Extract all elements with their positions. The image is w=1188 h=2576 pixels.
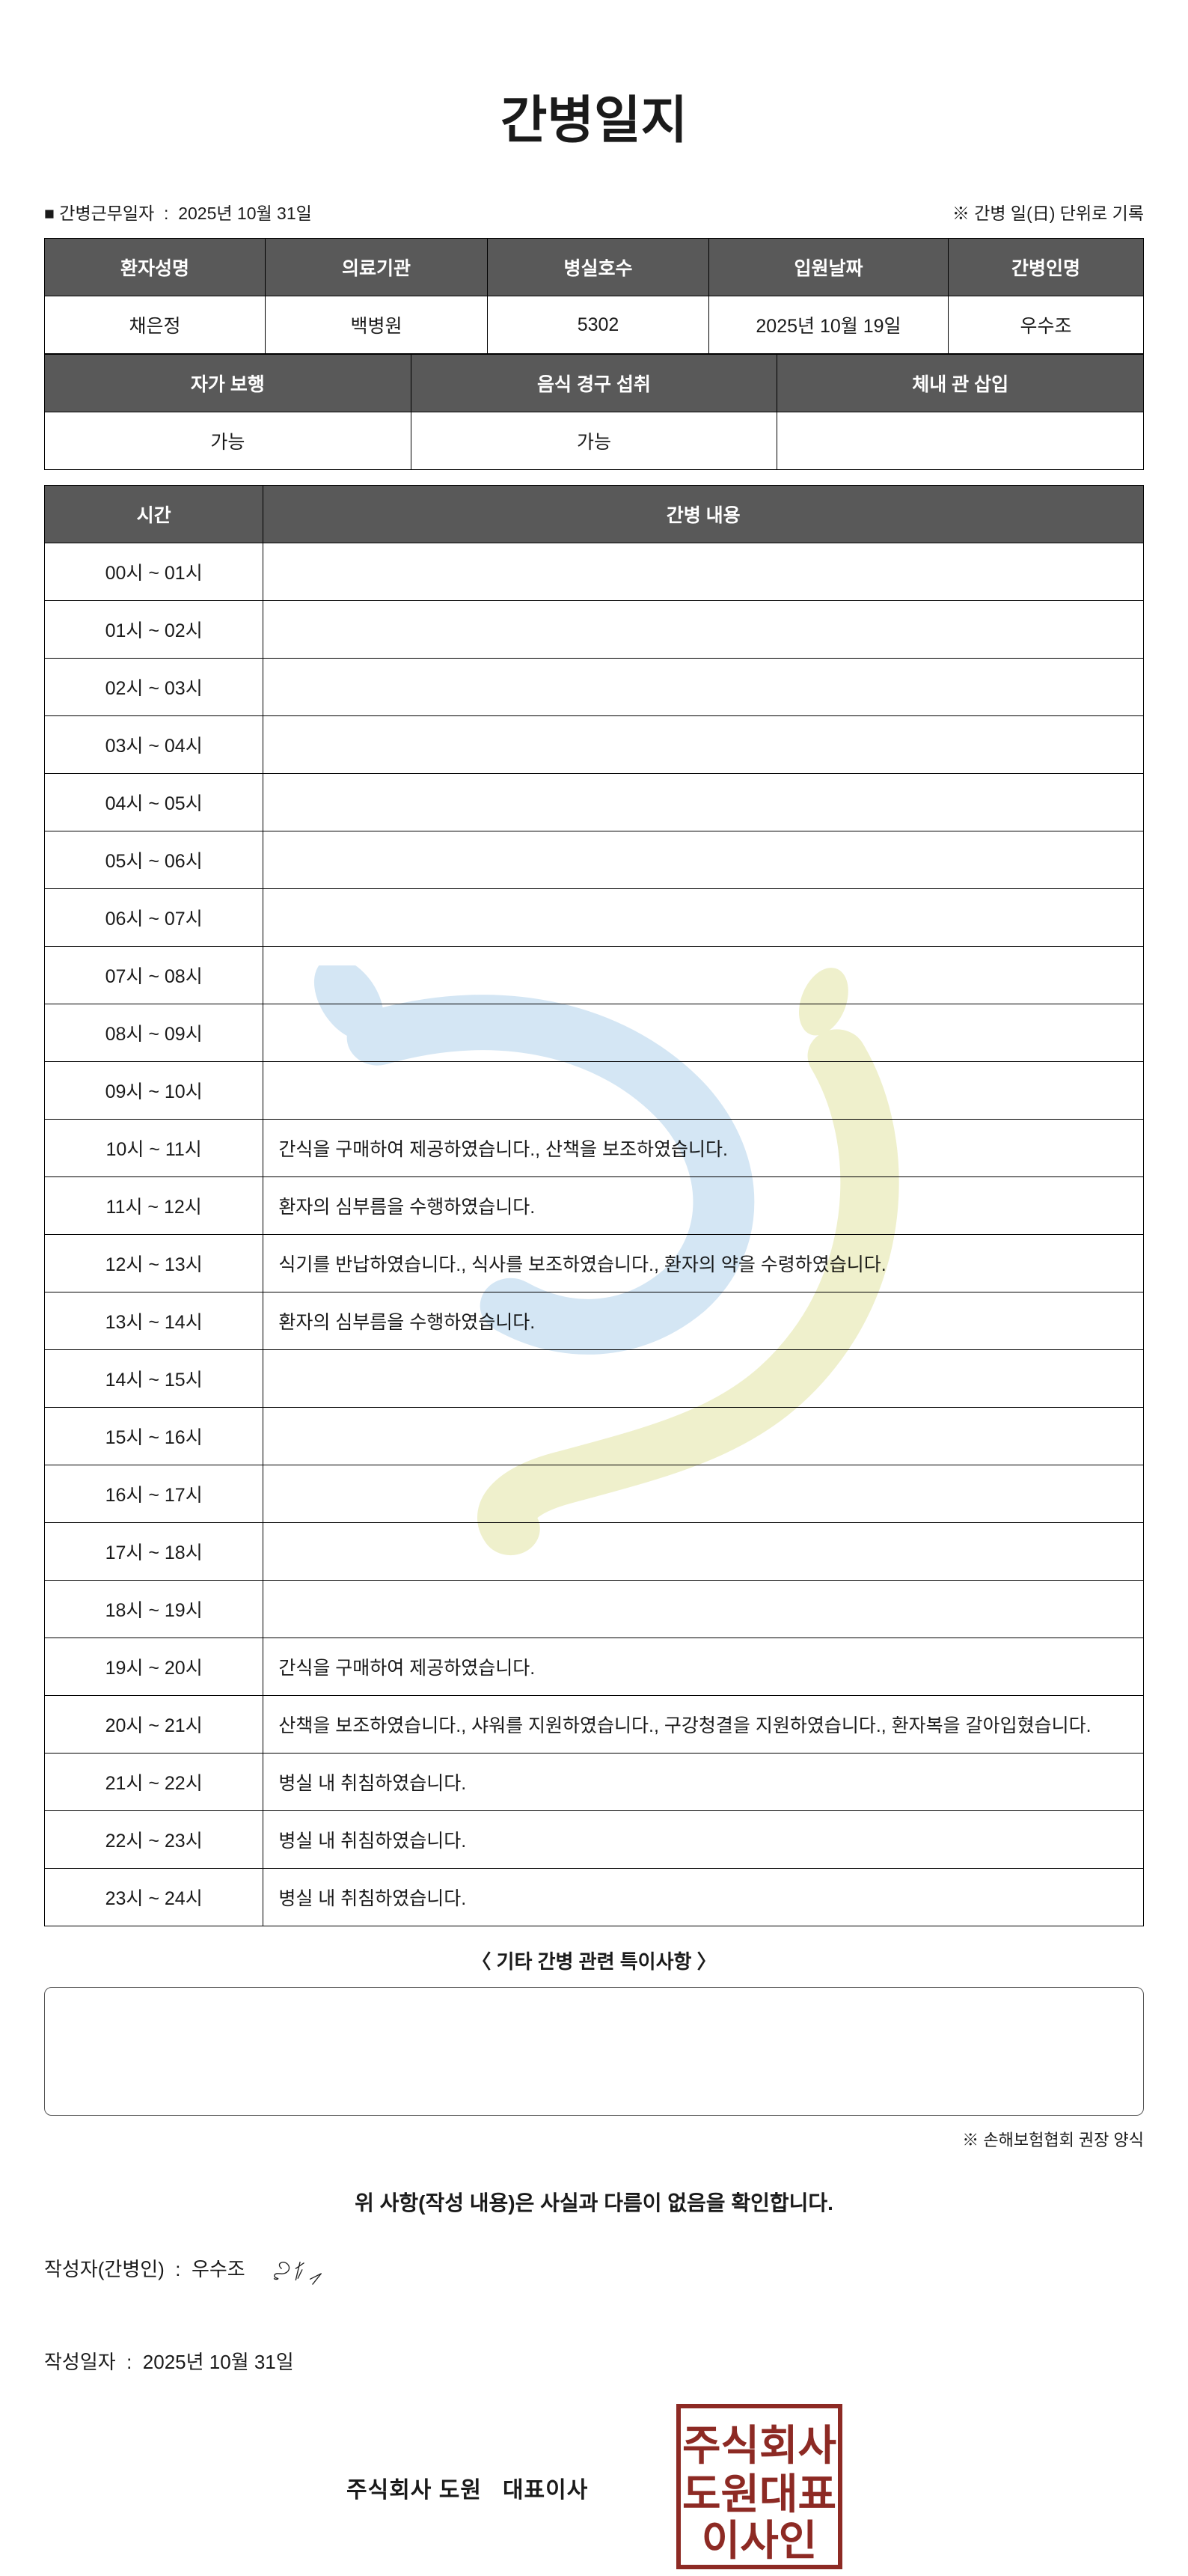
svg-text:이사인: 이사인 xyxy=(702,2517,818,2564)
svg-text:도원대표: 도원대표 xyxy=(682,2470,836,2518)
svg-text:주식회사: 주식회사 xyxy=(682,2422,836,2469)
